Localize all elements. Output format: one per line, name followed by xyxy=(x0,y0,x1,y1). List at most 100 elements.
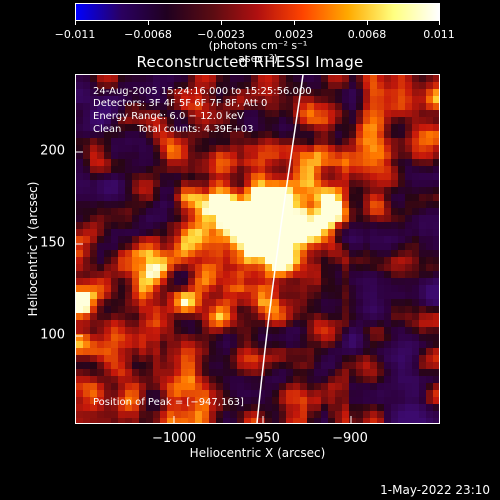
image-pixel xyxy=(391,250,398,257)
image-pixel xyxy=(251,257,258,264)
image-pixel xyxy=(272,418,279,423)
image-pixel xyxy=(132,187,139,194)
image-pixel xyxy=(153,145,160,152)
image-pixel xyxy=(153,229,160,236)
image-pixel xyxy=(293,362,300,369)
image-pixel xyxy=(146,103,153,110)
image-pixel xyxy=(188,334,195,341)
image-pixel xyxy=(342,124,349,131)
image-pixel xyxy=(419,208,426,215)
image-pixel xyxy=(412,243,419,250)
image-pixel xyxy=(97,383,104,390)
image-pixel xyxy=(426,299,433,306)
image-pixel xyxy=(342,250,349,257)
image-pixel xyxy=(167,404,174,411)
image-pixel xyxy=(188,243,195,250)
image-pixel xyxy=(391,334,398,341)
image-pixel xyxy=(356,222,363,229)
image-pixel xyxy=(146,82,153,89)
image-pixel xyxy=(83,229,90,236)
image-pixel xyxy=(293,348,300,355)
image-pixel xyxy=(433,96,439,103)
image-pixel xyxy=(342,271,349,278)
image-pixel xyxy=(237,194,244,201)
image-pixel xyxy=(321,138,328,145)
image-pixel xyxy=(111,222,118,229)
image-pixel xyxy=(300,271,307,278)
image-pixel xyxy=(300,334,307,341)
image-pixel xyxy=(433,278,439,285)
image-pixel xyxy=(335,236,342,243)
image-pixel xyxy=(433,264,439,271)
image-pixel xyxy=(118,110,125,117)
image-pixel xyxy=(370,285,377,292)
image-pixel xyxy=(146,208,153,215)
image-pixel xyxy=(76,292,83,299)
image-pixel xyxy=(426,138,433,145)
image-pixel xyxy=(426,306,433,313)
image-pixel xyxy=(363,187,370,194)
image-pixel xyxy=(300,215,307,222)
image-pixel xyxy=(398,306,405,313)
image-pixel xyxy=(90,306,97,313)
image-pixel xyxy=(209,313,216,320)
image-pixel xyxy=(321,145,328,152)
image-pixel xyxy=(195,383,202,390)
image-pixel xyxy=(356,243,363,250)
image-pixel xyxy=(286,194,293,201)
image-pixel xyxy=(335,82,342,89)
image-pixel xyxy=(391,376,398,383)
image-pixel xyxy=(188,117,195,124)
image-pixel xyxy=(76,201,83,208)
image-pixel xyxy=(433,348,439,355)
image-pixel xyxy=(195,180,202,187)
image-pixel xyxy=(384,376,391,383)
image-pixel xyxy=(384,411,391,418)
image-pixel xyxy=(356,250,363,257)
image-pixel xyxy=(349,82,356,89)
image-pixel xyxy=(405,222,412,229)
image-pixel xyxy=(202,243,209,250)
image-pixel xyxy=(272,320,279,327)
image-pixel xyxy=(104,306,111,313)
image-pixel xyxy=(377,201,384,208)
image-pixel xyxy=(118,229,125,236)
image-pixel xyxy=(167,166,174,173)
image-pixel xyxy=(216,187,223,194)
image-pixel xyxy=(223,313,230,320)
image-pixel xyxy=(426,243,433,250)
image-pixel xyxy=(293,257,300,264)
image-pixel xyxy=(335,138,342,145)
image-pixel xyxy=(153,194,160,201)
image-pixel xyxy=(97,89,104,96)
x-tick-label: −950 xyxy=(244,431,280,446)
image-pixel xyxy=(223,215,230,222)
image-pixel xyxy=(216,131,223,138)
image-pixel xyxy=(76,341,83,348)
image-pixel xyxy=(377,285,384,292)
image-pixel xyxy=(279,124,286,131)
image-pixel xyxy=(230,278,237,285)
image-pixel xyxy=(342,299,349,306)
image-pixel xyxy=(125,152,132,159)
image-pixel xyxy=(146,89,153,96)
image-pixel xyxy=(90,404,97,411)
image-pixel xyxy=(286,327,293,334)
image-pixel xyxy=(167,131,174,138)
image-pixel xyxy=(118,383,125,390)
image-pixel xyxy=(265,82,272,89)
image-pixel xyxy=(139,348,146,355)
image-pixel xyxy=(293,159,300,166)
image-pixel xyxy=(307,166,314,173)
image-pixel xyxy=(384,215,391,222)
image-pixel xyxy=(426,187,433,194)
image-pixel xyxy=(83,341,90,348)
image-pixel xyxy=(272,313,279,320)
image-pixel xyxy=(370,236,377,243)
image-pixel xyxy=(153,320,160,327)
image-pixel xyxy=(195,404,202,411)
image-pixel xyxy=(251,397,258,404)
image-pixel xyxy=(223,327,230,334)
image-pixel xyxy=(293,75,300,82)
image-pixel xyxy=(356,320,363,327)
